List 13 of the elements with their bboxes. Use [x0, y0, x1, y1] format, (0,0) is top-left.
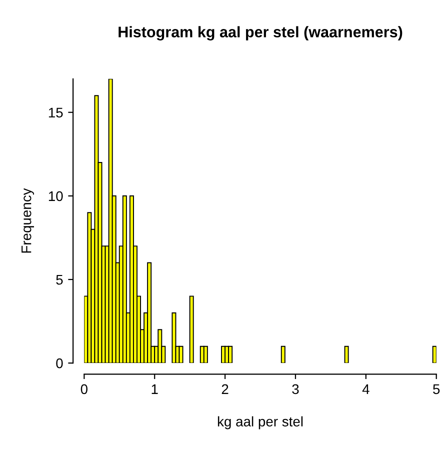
- y-tick-label: 15: [48, 108, 63, 118]
- x-tick-label: 1: [152, 384, 158, 394]
- x-tick-label: 4: [362, 384, 370, 394]
- y-tick-label: 10: [48, 191, 63, 202]
- y-tick-label: 0: [56, 358, 63, 368]
- x-tick-label: 5: [433, 384, 440, 394]
- y-axis-title: Frequency: [22, 188, 34, 253]
- y-tick-label: 5: [56, 274, 63, 285]
- chart-title: Histogram kg aal per stel (waarnemers): [118, 26, 402, 40]
- x-tick-label: 3: [292, 384, 299, 394]
- x-tick-label: 0: [80, 384, 88, 394]
- x-axis-title: kg aal per stel: [218, 416, 303, 430]
- x-tick-label: 2: [222, 384, 228, 394]
